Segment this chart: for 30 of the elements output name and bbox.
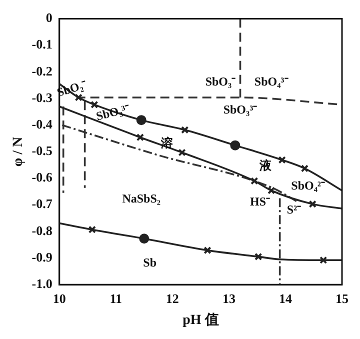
x-tick-label: 11 xyxy=(110,290,122,306)
x-tick-label: 15 xyxy=(336,290,349,306)
annotation: 液 xyxy=(258,158,273,172)
x-tick-label: 10 xyxy=(52,290,66,306)
annotation: SbO₃⁻ xyxy=(205,74,236,89)
y-tick-label: 0 xyxy=(46,10,52,26)
y-axis-title: φ / N xyxy=(11,136,26,167)
annotation: SbO₃³⁻ xyxy=(223,102,258,117)
y-tick-label: -0.9 xyxy=(32,249,53,264)
annotation: S²⁻ xyxy=(286,202,302,216)
y-tick-label: -0.1 xyxy=(32,36,52,52)
x-tick-label: 12 xyxy=(166,290,179,306)
x-tick-label: 14 xyxy=(278,290,292,306)
annotation: HS⁻ xyxy=(250,194,270,208)
x-axis-title: pH 值 xyxy=(182,312,219,328)
y-tick-label: -0.3 xyxy=(32,90,53,105)
y-tick-label: -0.4 xyxy=(32,116,53,132)
y-tick-label: -0.6 xyxy=(32,170,53,185)
y-tick-label: -0.5 xyxy=(32,143,53,158)
y-tick-label: -0.7 xyxy=(32,196,53,212)
y-tick-label: -0.8 xyxy=(32,222,53,238)
annotation: SbO₄²⁻ xyxy=(291,178,326,192)
annotation: NaSbS₂ xyxy=(122,192,161,206)
annotation: SbO₃³⁻ xyxy=(94,101,132,124)
y-tick-label: -0.2 xyxy=(32,63,52,78)
annotation: 溶 xyxy=(160,136,174,150)
annotation: SbO₄³⁻ xyxy=(254,74,288,89)
annotation: Sb xyxy=(143,255,157,270)
y-tick-label: -1.0 xyxy=(32,276,52,291)
x-tick-label: 13 xyxy=(222,290,236,306)
